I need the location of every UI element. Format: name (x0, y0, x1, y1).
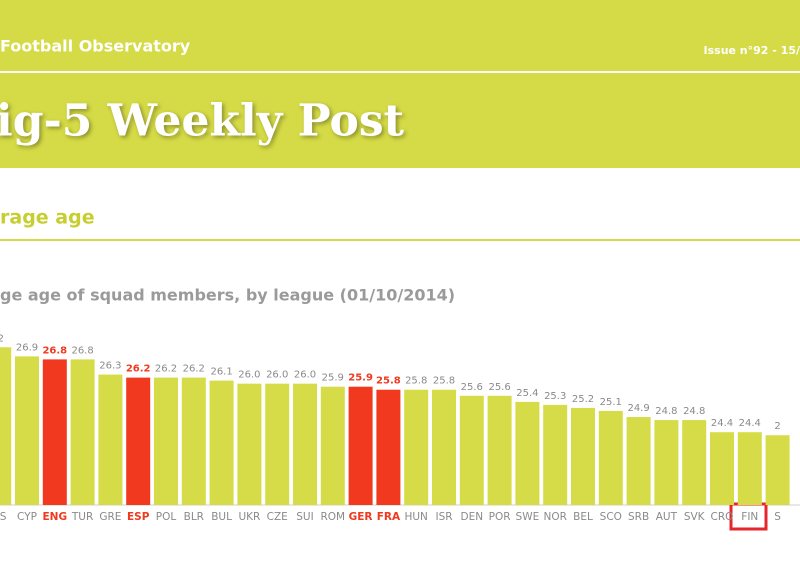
x-tick-label: S (774, 511, 781, 523)
x-tick-label: CZE (267, 511, 288, 523)
x-tick-label: SVK (684, 511, 706, 523)
x-tick-label: CRO (711, 511, 734, 523)
value-label: 2 (774, 421, 780, 432)
bar (320, 386, 345, 505)
value-label: 25.2 (572, 394, 594, 405)
x-tick-label: SRB (628, 511, 649, 523)
value-label: 24.4 (739, 418, 761, 429)
x-tick-label: SUI (296, 511, 313, 523)
x-tick-label: ESP (127, 511, 150, 523)
x-tick-label: SCO (600, 511, 622, 523)
value-label: 26.0 (294, 370, 316, 381)
x-tick-label: UKR (238, 511, 260, 523)
value-label: 25.1 (600, 397, 622, 408)
x-tick-label: NOR (543, 511, 566, 523)
x-tick-label: BLR (184, 511, 204, 523)
chart-title: ge age of squad members, by league (01/1… (0, 286, 455, 305)
issue: Issue n°92 - 15/ (704, 44, 800, 57)
value-label: 25.6 (488, 382, 510, 393)
value-label: 25.9 (348, 373, 373, 384)
value-label: 25.8 (405, 376, 427, 387)
value-label: .2 (0, 333, 4, 344)
value-label: 26.3 (99, 361, 121, 372)
x-tick-label: TUR (71, 511, 93, 523)
post-title: ig-5 Weekly Post (0, 96, 405, 147)
bar (15, 356, 39, 505)
x-tick-label: GRE (99, 511, 121, 523)
bar (432, 389, 456, 505)
bar (571, 407, 595, 505)
bar (265, 383, 290, 505)
value-label: 26.1 (210, 367, 232, 378)
x-tick-label: FIN (741, 511, 758, 523)
value-label: 26.2 (155, 364, 177, 375)
bar (459, 395, 484, 505)
x-tick-label: POL (156, 511, 177, 523)
brand: Football Observatory (0, 37, 191, 56)
value-label: 26.2 (126, 364, 151, 375)
value-label: 25.8 (376, 376, 401, 387)
x-tick-label: SWE (516, 511, 540, 523)
value-label: 25.9 (322, 373, 344, 384)
bars: .2 US 26.9 CYP 26.8 ENG 26.8 TUR 26.3 GRE 26.2 ESP 2… (0, 333, 790, 523)
bar (404, 389, 429, 505)
value-label: 25.3 (544, 391, 566, 402)
value-label: 26.8 (42, 345, 67, 356)
value-label: 26.9 (16, 342, 38, 353)
x-tick-label: AUT (656, 511, 678, 523)
bar (543, 404, 568, 505)
bar (654, 420, 679, 505)
bar (70, 359, 95, 505)
value-label: 26.0 (238, 370, 260, 381)
bar (348, 386, 373, 505)
x-tick-label: ROM (320, 511, 345, 523)
value-label: 24.8 (683, 406, 705, 417)
bar (598, 410, 623, 505)
bar (376, 389, 401, 505)
bar (682, 420, 707, 505)
bar (126, 377, 151, 505)
bar (626, 417, 651, 505)
x-tick-label: HUN (404, 511, 427, 523)
bar (98, 374, 123, 505)
x-tick-label: US (0, 511, 7, 523)
value-label: 24.9 (627, 403, 649, 414)
x-tick-label: POR (489, 511, 511, 523)
bar (487, 395, 512, 505)
value-label: 25.8 (433, 376, 455, 387)
x-tick-label: DEN (461, 511, 484, 523)
bar (181, 377, 206, 505)
bar (710, 432, 734, 505)
x-tick-label: CYP (17, 511, 37, 523)
x-tick-label: ISR (435, 511, 452, 523)
x-tick-label: BUL (211, 511, 232, 523)
x-tick-label: ENG (43, 511, 68, 523)
x-tick-label: FRA (377, 511, 401, 523)
bar (737, 432, 762, 505)
header-band (0, 0, 800, 168)
bar (237, 383, 262, 505)
bar (765, 435, 790, 505)
value-label: 25.4 (516, 388, 538, 399)
value-label: 26.8 (71, 345, 93, 356)
value-label: 25.6 (461, 382, 483, 393)
bar (42, 359, 67, 505)
bar (154, 377, 178, 505)
value-label: 24.4 (711, 418, 733, 429)
x-tick-label: GER (349, 511, 373, 523)
value-label: 26.0 (266, 370, 288, 381)
bar (293, 383, 317, 505)
bar (0, 347, 12, 505)
x-tick-label: BEL (573, 511, 593, 523)
value-label: 24.8 (655, 406, 677, 417)
bar (209, 380, 234, 505)
value-label: 26.2 (183, 364, 205, 375)
section-title: rage age (0, 207, 95, 229)
bar (515, 401, 540, 505)
